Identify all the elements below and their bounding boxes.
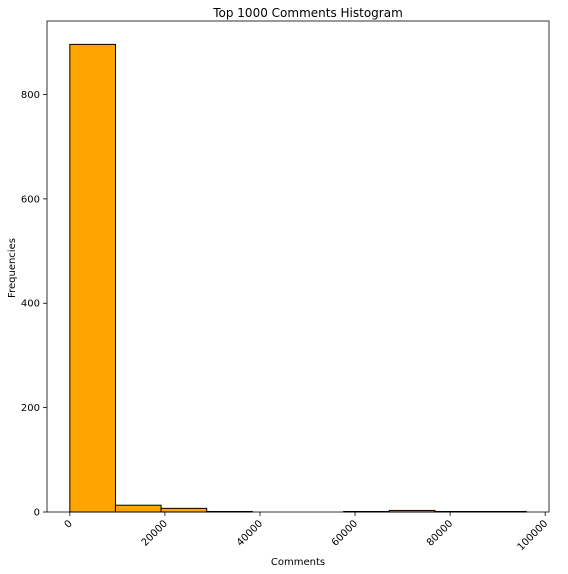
x-tick-label: 60000 (330, 518, 360, 548)
x-tick-label: 40000 (235, 518, 265, 548)
y-tick-label: 800 (21, 90, 40, 101)
chart-title: Top 1000 Comments Histogram (212, 6, 403, 20)
x-tick-label: 0 (63, 518, 75, 530)
x-axis: 0 20000 40000 60000 80000 100000 (63, 512, 551, 553)
y-tick-label: 0 (34, 508, 40, 519)
bars-group (69, 43, 527, 513)
histogram-bar (114, 504, 162, 513)
y-tick-label: 400 (21, 299, 40, 310)
x-tick-label: 80000 (425, 518, 455, 548)
x-axis-label: Comments (271, 557, 325, 568)
plot-frame (46, 20, 550, 513)
y-axis-label: Frequencies (7, 238, 18, 298)
y-tick-label: 200 (21, 403, 40, 414)
x-tick-label: 100000 (516, 518, 551, 553)
histogram-bar (160, 507, 208, 513)
y-axis: 0 200 400 600 800 (21, 90, 47, 519)
x-tick-label: 20000 (140, 518, 170, 548)
histogram-bar (69, 43, 116, 513)
y-tick-label: 600 (21, 194, 40, 205)
